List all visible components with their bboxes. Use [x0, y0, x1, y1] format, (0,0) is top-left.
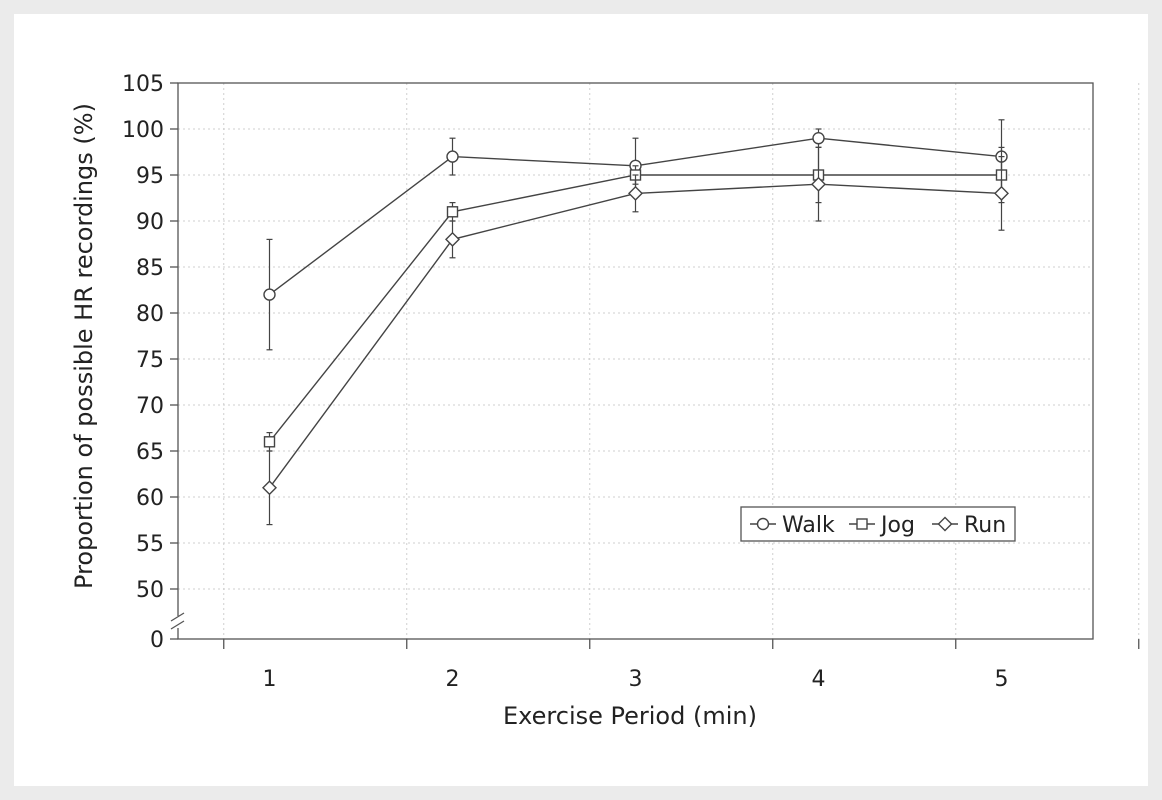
- legend-marker-run: [937, 516, 953, 532]
- y-tick-label: 90: [136, 210, 164, 235]
- axis-break-mark: [170, 612, 185, 622]
- y-tick-label: 55: [136, 532, 164, 557]
- series-walk: [263, 119, 1008, 351]
- data-point-run: [994, 185, 1009, 201]
- legend-item-run: Run: [932, 513, 1006, 538]
- y-tick-label: 80: [136, 302, 164, 327]
- y-tick-label: 50: [136, 578, 164, 603]
- data-point-walk: [812, 131, 825, 145]
- x-tick-label: 4: [812, 667, 826, 692]
- legend-marker-walk: [756, 517, 770, 531]
- y-tick-label: 95: [136, 164, 164, 189]
- x-tick-label: 2: [446, 667, 460, 692]
- data-point-walk: [446, 150, 459, 163]
- axis-break-mark: [170, 620, 185, 630]
- y-tick-label: 60: [136, 486, 164, 511]
- y-tick-label: 0: [150, 628, 164, 653]
- series-line-run: [268, 183, 1002, 489]
- plot-area: [177, 82, 1094, 640]
- series-group: [262, 119, 1009, 526]
- y-tick-label: 85: [136, 256, 164, 281]
- grid: [178, 83, 1140, 639]
- legend: Walk Jog Run: [740, 506, 1016, 542]
- x-tick-label: 3: [629, 667, 643, 692]
- data-point-run: [811, 176, 826, 192]
- y-tick-label: 100: [122, 118, 164, 143]
- series-line-jog: [268, 174, 1002, 443]
- x-tick-label: 5: [995, 667, 1009, 692]
- data-point-walk: [263, 288, 276, 301]
- data-point-jog: [263, 436, 276, 448]
- y-tick-label: 75: [136, 348, 164, 373]
- legend-item-jog: Jog: [849, 513, 915, 538]
- data-point-jog: [446, 206, 459, 218]
- data-point-run: [262, 480, 277, 496]
- y-tick-label: 105: [122, 72, 164, 97]
- legend-label-jog: Jog: [879, 513, 915, 538]
- x-tick-label: 1: [263, 667, 277, 692]
- legend-label-run: Run: [964, 513, 1006, 538]
- x-axis-title: Exercise Period (min): [503, 702, 757, 730]
- legend-marker-jog: [856, 518, 868, 530]
- y-tick-label: 65: [136, 440, 164, 465]
- series-run: [262, 146, 1009, 526]
- data-point-run: [445, 231, 460, 247]
- y-tick-label: 70: [136, 394, 164, 419]
- legend-item-walk: Walk: [750, 513, 835, 538]
- chart-frame: [14, 14, 1148, 786]
- legend-label-walk: Walk: [782, 513, 835, 538]
- y-axis-title: Proportion of possible HR recordings (%): [70, 103, 98, 589]
- legend-box: [740, 506, 1016, 542]
- data-point-run: [628, 185, 643, 201]
